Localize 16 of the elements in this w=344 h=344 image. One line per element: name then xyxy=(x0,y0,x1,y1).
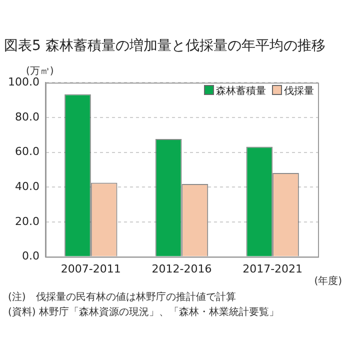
x-tick-label: 2012-2016 xyxy=(152,262,212,276)
chart-title: 図表5 森林蓄積量の増加量と伐採量の年平均の推移 xyxy=(4,37,326,55)
y-axis-title: (万㎥) xyxy=(26,65,54,77)
y-tick-label: 80.0 xyxy=(14,110,40,124)
y-tick-label: 20.0 xyxy=(14,214,40,228)
text: (注) 伐採量の民有林の値は林野庁の推計値で計算 xyxy=(8,290,237,305)
legend-label: 伐採量 xyxy=(283,85,314,98)
y-tick-label: 0.0 xyxy=(22,250,40,263)
text: (資料) 林野庁「森林資源の現況」、「森林・林業統計要覧」 xyxy=(8,306,279,320)
y-tick-label: 40.0 xyxy=(14,180,40,193)
y-tick-label: 100.0 xyxy=(8,75,40,88)
legend-label: 森林蓄積量 xyxy=(215,84,266,98)
x-axis-title: (年度) xyxy=(314,274,342,288)
x-tick-label: 2017-2021 xyxy=(242,262,303,276)
x-tick-label: 2007-2011 xyxy=(60,262,121,276)
y-tick-label: 60.0 xyxy=(14,145,40,158)
